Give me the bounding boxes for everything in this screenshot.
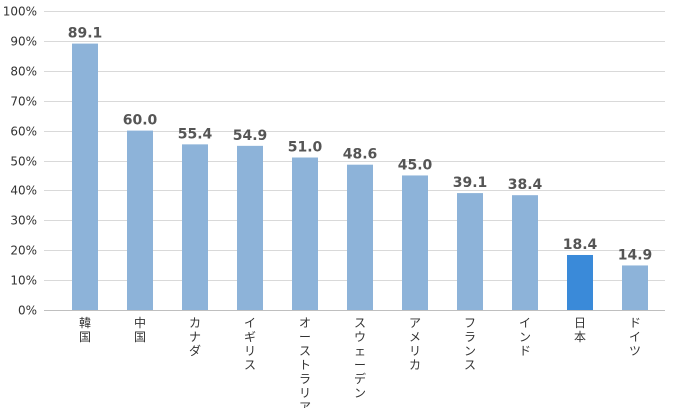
y-tick-label: 70% (10, 95, 37, 109)
data-label: 54.9 (233, 128, 268, 144)
bar-9 (512, 195, 538, 310)
x-tick-label: 日本 (574, 316, 586, 344)
data-label: 14.9 (618, 247, 653, 263)
x-tick-label: フランス (464, 316, 476, 372)
data-label: 51.0 (288, 140, 323, 156)
x-tick-label: スウェーデン (354, 316, 366, 400)
x-tick-label: 韓国 (79, 316, 91, 344)
y-tick-label: 0% (18, 304, 37, 318)
data-label: 18.4 (563, 237, 598, 253)
bars (72, 43, 648, 310)
bar-6 (347, 164, 373, 310)
y-tick-label: 50% (10, 155, 37, 169)
y-tick-label: 100% (3, 5, 37, 19)
y-tick-label: 40% (10, 184, 37, 198)
x-tick-label: イギリス (244, 316, 256, 372)
data-label: 48.6 (343, 147, 378, 163)
bar-7 (402, 175, 428, 310)
x-tick-label: カナダ (189, 316, 201, 358)
data-label: 39.1 (453, 175, 488, 191)
data-label: 45.0 (398, 157, 433, 173)
x-tick-label: オーストラリア (299, 316, 311, 408)
bar-10 (567, 254, 593, 310)
y-tick-label: 90% (10, 35, 37, 49)
data-label: 89.1 (68, 26, 103, 42)
bar-8 (457, 193, 483, 310)
x-tick-label: 中国 (134, 315, 146, 344)
bar-2 (127, 130, 153, 310)
y-axis-tick-labels: 0% 10% 20% 30% 40% 50% 60% 70% 80% 90% 100% (3, 5, 37, 318)
y-tick-label: 10% (10, 274, 37, 288)
data-label: 38.4 (508, 177, 543, 193)
data-labels: 89.1 60.0 55.4 54.9 51.0 48.6 45.0 39.1 38.4 18.4… (68, 26, 653, 264)
data-label: 60.0 (123, 113, 158, 129)
bar-11 (622, 265, 648, 310)
x-tick-label: アメリカ (409, 316, 421, 372)
category-labels: 韓国 中国 カナダ イギリス オーストラリア スウェーデン アメリカ フランス インド 日本 ドイツ (79, 315, 641, 408)
y-tick-label: 60% (10, 125, 37, 139)
y-tick-label: 80% (10, 65, 37, 79)
data-label: 55.4 (178, 126, 213, 142)
bar-5 (292, 157, 318, 310)
bar-4 (237, 145, 263, 310)
y-tick-label: 20% (10, 244, 37, 258)
x-tick-label: インド (519, 316, 531, 358)
x-tick-label: ドイツ (629, 316, 641, 358)
bar-1 (72, 43, 98, 310)
y-tick-label: 30% (10, 214, 37, 228)
bar-3 (182, 144, 208, 310)
